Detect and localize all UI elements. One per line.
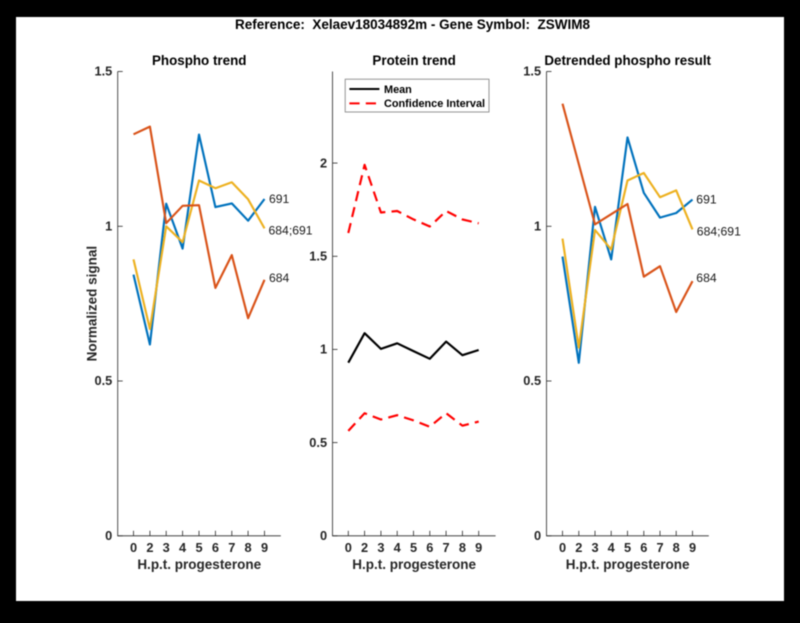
svg-text:Confidence Interval: Confidence Interval	[384, 98, 485, 110]
svg-text:6: 6	[212, 540, 219, 555]
svg-text:2: 2	[575, 540, 582, 555]
svg-text:684: 684	[269, 271, 290, 285]
svg-text:7: 7	[656, 540, 663, 555]
svg-text:0: 0	[345, 540, 352, 555]
svg-text:9: 9	[261, 540, 268, 555]
svg-text:H.p.t. progesterone: H.p.t. progesterone	[352, 557, 476, 572]
svg-text:9: 9	[475, 540, 482, 555]
svg-text:0: 0	[130, 540, 137, 555]
svg-text:4: 4	[394, 540, 402, 555]
svg-text:0.5: 0.5	[309, 435, 327, 450]
svg-text:4: 4	[179, 540, 187, 555]
svg-text:2: 2	[146, 540, 153, 555]
svg-text:2: 2	[320, 155, 327, 170]
svg-text:1.5: 1.5	[309, 249, 327, 264]
svg-text:5: 5	[410, 540, 417, 555]
svg-text:684: 684	[696, 271, 717, 285]
svg-text:3: 3	[163, 540, 170, 555]
svg-text:H.p.t. progesterone: H.p.t. progesterone	[566, 557, 690, 572]
svg-text:Detrended phospho result: Detrended phospho result	[544, 53, 711, 68]
svg-text:8: 8	[459, 540, 466, 555]
svg-text:1.5: 1.5	[95, 64, 113, 79]
svg-text:Normalized signal: Normalized signal	[85, 246, 100, 362]
svg-text:691: 691	[696, 193, 717, 207]
svg-text:9: 9	[689, 540, 696, 555]
svg-text:0: 0	[320, 528, 327, 543]
svg-text:3: 3	[591, 540, 598, 555]
svg-text:Protein trend: Protein trend	[372, 53, 455, 68]
svg-text:684;691: 684;691	[269, 224, 313, 238]
svg-text:Phospho trend: Phospho trend	[152, 53, 246, 68]
svg-text:7: 7	[443, 540, 450, 555]
svg-text:0: 0	[534, 528, 541, 543]
svg-text:7: 7	[228, 540, 235, 555]
svg-text:691: 691	[269, 192, 290, 206]
svg-text:4: 4	[608, 540, 616, 555]
svg-text:1.5: 1.5	[523, 64, 541, 79]
svg-text:6: 6	[640, 540, 647, 555]
svg-text:5: 5	[195, 540, 202, 555]
svg-text:8: 8	[245, 540, 252, 555]
svg-text:Mean: Mean	[384, 84, 412, 96]
svg-text:0.5: 0.5	[523, 373, 541, 388]
svg-text:5: 5	[624, 540, 631, 555]
svg-text:0: 0	[559, 540, 566, 555]
svg-text:2: 2	[361, 540, 368, 555]
svg-text:3: 3	[377, 540, 384, 555]
svg-text:6: 6	[426, 540, 433, 555]
svg-text:0: 0	[105, 528, 112, 543]
svg-text:1: 1	[534, 219, 541, 234]
svg-text:Reference: Xelaev18034892m -: Reference: Xelaev18034892m - Gene Symbol…	[235, 17, 590, 32]
svg-text:8: 8	[673, 540, 680, 555]
svg-text:1: 1	[105, 219, 112, 234]
svg-text:684;691: 684;691	[697, 225, 741, 239]
svg-text:0.5: 0.5	[95, 373, 113, 388]
svg-text:H.p.t. progesterone: H.p.t. progesterone	[137, 557, 261, 572]
svg-text:1: 1	[320, 342, 327, 357]
